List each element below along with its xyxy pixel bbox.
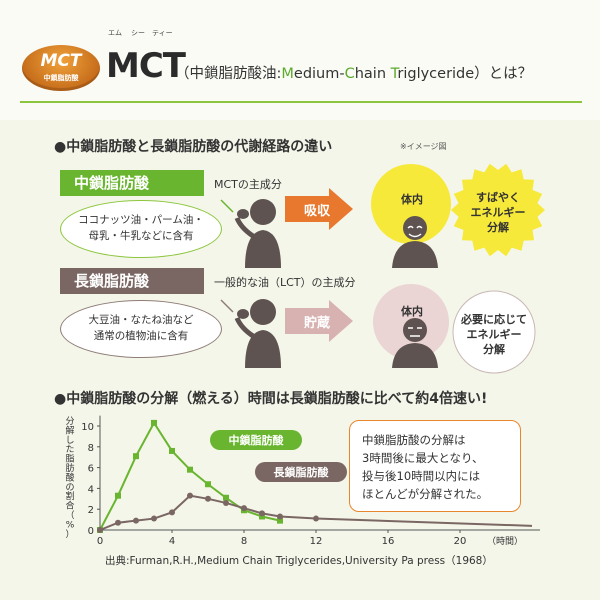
mct-source-line2: 母乳・牛乳などに含有 bbox=[88, 230, 194, 242]
callout-text: 中鎖脂肪酸の分解は 3時間後に最大となり、 投与後10時間以内には ほとんどが分… bbox=[362, 433, 489, 501]
x-axis-label: （時間） bbox=[487, 536, 523, 547]
y-axis-label-char: 分 bbox=[65, 416, 74, 427]
legend-lct-label: 長鎖脂肪酸 bbox=[274, 465, 330, 479]
mct-source-bubble: ココナッツ油・パーム油・ 母乳・牛乳などに含有 bbox=[60, 200, 222, 258]
y-axis-label-char: （ bbox=[65, 510, 74, 521]
mct-result-line1: すばやく bbox=[476, 191, 520, 204]
x-tick-label: 0 bbox=[97, 536, 103, 547]
mct-data-point bbox=[151, 419, 157, 426]
lct-data-point bbox=[313, 515, 319, 522]
lct-data-point bbox=[241, 505, 247, 512]
person-happy-icon bbox=[392, 216, 438, 268]
lct-desc: 一般的な油（LCT）の主成分 bbox=[214, 276, 356, 289]
x-tick-label: 16 bbox=[382, 536, 395, 547]
ruby-m: エム bbox=[108, 29, 122, 37]
y-axis-label-char: し bbox=[65, 435, 74, 446]
mct-data-point bbox=[277, 517, 283, 524]
energy-burst bbox=[451, 163, 545, 257]
y-axis-label-char: 解 bbox=[65, 424, 74, 436]
y-tick-label: 4 bbox=[88, 484, 94, 495]
store-arrow bbox=[285, 300, 353, 342]
mct-body-figure bbox=[371, 164, 451, 244]
mct-body-label: 体内 bbox=[401, 193, 423, 206]
y-axis-label-char: 脂 bbox=[65, 453, 74, 465]
lct-data-point bbox=[187, 492, 193, 499]
lct-data-point bbox=[259, 510, 265, 517]
page-subtitle: （中鎖脂肪酸油:Medium-Chain Triglyceride）とは？ bbox=[175, 66, 533, 82]
y-tick-label: 0 bbox=[88, 526, 94, 537]
y-axis-label-char: ） bbox=[65, 529, 74, 540]
mct-source-line1: ココナッツ油・パーム油・ bbox=[78, 214, 204, 226]
lct-data-point bbox=[115, 519, 121, 526]
section2-heading: ●中鎖脂肪酸の分解（燃える）時間は長鎖脂肪酸に比べて約4倍速い! bbox=[54, 391, 488, 407]
mct-data-point bbox=[205, 481, 211, 488]
x-tick-label: 4 bbox=[169, 536, 175, 547]
header-area bbox=[0, 0, 600, 120]
mct-data-point bbox=[169, 447, 175, 454]
legend-mct bbox=[210, 430, 302, 450]
mct-data-point bbox=[133, 453, 139, 460]
mct-data-point bbox=[259, 513, 265, 520]
lct-data-point bbox=[169, 509, 175, 516]
y-axis-label-char: 合 bbox=[65, 500, 74, 512]
lct-result-line1: 必要に応じて bbox=[461, 313, 527, 326]
logo-text: MCT bbox=[40, 51, 82, 71]
lct-data-point bbox=[151, 515, 157, 522]
page-title: MCT bbox=[106, 46, 186, 86]
section1-heading: ●中鎖脂肪酸と長鎖脂肪酸の代謝経路の違い bbox=[54, 139, 333, 155]
x-tick-label: 20 bbox=[454, 536, 467, 547]
lct-data-point bbox=[223, 499, 229, 506]
mct-label: 中鎖脂肪酸 bbox=[60, 170, 204, 196]
absorb-arrow bbox=[285, 188, 353, 230]
header-divider bbox=[20, 101, 582, 103]
y-axis-label-char: の bbox=[65, 483, 74, 493]
legend-mct-label: 中鎖脂肪酸 bbox=[229, 433, 285, 447]
image-note: ※イメージ図 bbox=[400, 142, 447, 151]
mct-data-point bbox=[115, 492, 121, 499]
lct-result-line2: エネルギー bbox=[466, 328, 522, 341]
y-axis-label-char: 割 bbox=[65, 490, 74, 502]
ruby-t: ティー bbox=[152, 29, 173, 37]
legend-lct bbox=[255, 462, 347, 482]
mct-logo: MCT 中鎖脂肪酸 bbox=[22, 45, 100, 91]
y-tick-label: 8 bbox=[88, 443, 94, 454]
person-eating-icon-2 bbox=[220, 299, 281, 368]
lct-label: 長鎖脂肪酸 bbox=[60, 268, 204, 294]
mct-data-point bbox=[223, 494, 229, 501]
lct-data-point bbox=[277, 513, 283, 520]
x-tick-label: 12 bbox=[310, 536, 323, 547]
logo-subtext: 中鎖脂肪酸 bbox=[43, 74, 79, 82]
lct-body-label: 体内 bbox=[401, 305, 423, 318]
y-tick-label: 6 bbox=[88, 464, 94, 475]
y-axis-label-char: 酸 bbox=[65, 472, 74, 483]
x-tick-label: 8 bbox=[241, 536, 247, 547]
callout-box: 中鎖脂肪酸の分解は 3時間後に最大となり、 投与後10時間以内には ほとんどが分… bbox=[349, 420, 521, 512]
y-axis-label-char: 肪 bbox=[65, 462, 74, 474]
y-axis-label-char: % bbox=[66, 520, 75, 530]
y-tick-label: 2 bbox=[88, 505, 94, 516]
source-citation: 出典:Furman,R.H.,Medium Chain Triglyceride… bbox=[105, 555, 493, 567]
y-axis-label-char: た bbox=[65, 444, 74, 455]
lct-data-point bbox=[205, 495, 211, 502]
lct-source-line2: 通常の植物油に含有 bbox=[93, 330, 189, 342]
lct-source-bubble: 大豆油・なたね油など 通常の植物油に含有 bbox=[60, 300, 222, 358]
lct-data-point bbox=[133, 517, 139, 524]
lct-result-circle bbox=[452, 290, 536, 374]
mct-result-line2: エネルギー bbox=[470, 206, 526, 219]
absorb-label: 吸収 bbox=[304, 204, 331, 219]
mct-result-line3: 分解 bbox=[487, 221, 509, 234]
lct-source-line1: 大豆油・なたね油など bbox=[88, 314, 194, 326]
person-eating-icon bbox=[220, 199, 281, 268]
mct-desc: MCTの主成分 bbox=[214, 178, 282, 191]
y-tick-label: 10 bbox=[81, 422, 94, 433]
mct-data-point bbox=[187, 466, 193, 473]
lct-result-line3: 分解 bbox=[483, 343, 505, 356]
person-tired-icon bbox=[392, 318, 438, 368]
lct-data-point bbox=[97, 527, 103, 533]
store-label: 貯蔵 bbox=[304, 316, 331, 331]
ruby-c: シー bbox=[131, 29, 145, 37]
